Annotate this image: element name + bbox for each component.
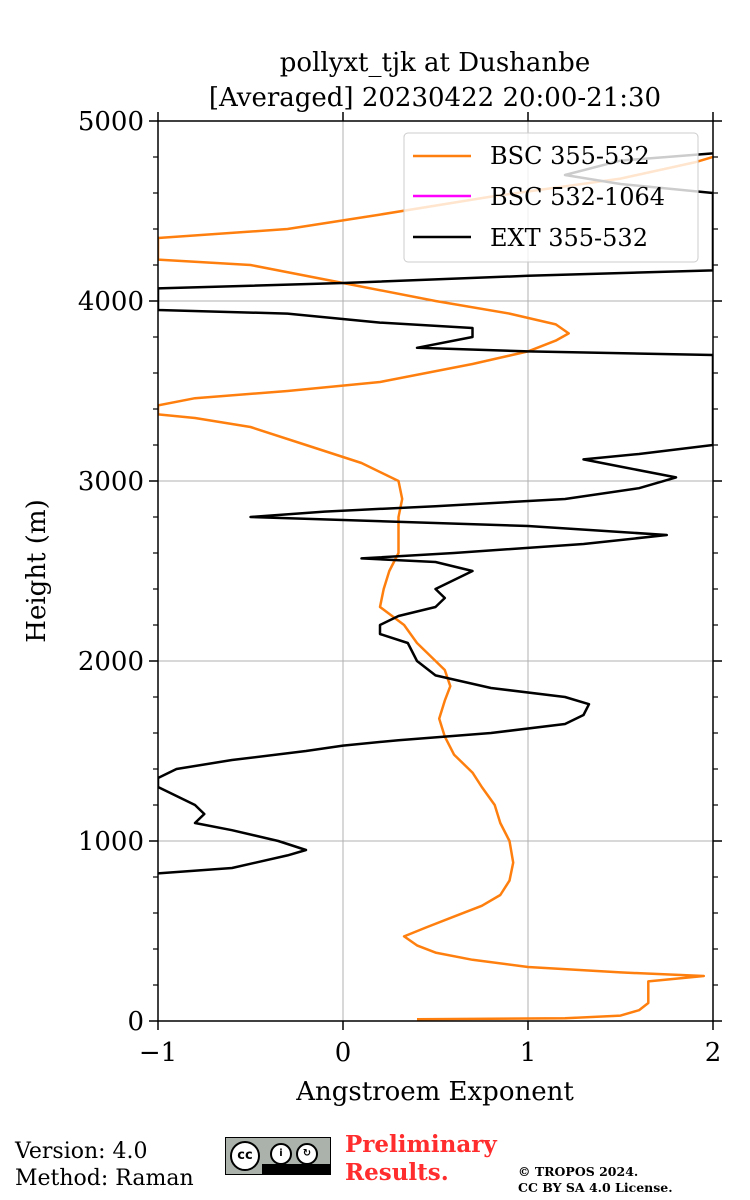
y-tick-label: 0 — [127, 1007, 144, 1037]
version-text: Version: 4.0 — [15, 1139, 148, 1164]
copyright-line2: CC BY SA 4.0 License. — [518, 1180, 673, 1195]
x-tick-label: 2 — [705, 1038, 722, 1068]
x-axis-label: Angstroem Exponent — [295, 1077, 574, 1107]
axis-ticks — [149, 112, 722, 1030]
preliminary-line1: Preliminary — [345, 1131, 497, 1158]
chart-title-line1: pollyxt_tjk at Dushanbe — [280, 48, 590, 78]
series-lines — [158, 152, 713, 1021]
footer-info: Version: 4.0 Method: Raman — [15, 1138, 194, 1192]
legend-label-ext-355-532: EXT 355-532 — [490, 224, 648, 252]
y-tick-label: 1000 — [78, 827, 144, 857]
y-tick-label: 2000 — [78, 647, 144, 677]
method-text: Method: Raman — [15, 1166, 194, 1191]
chart: pollyxt_tjk at Dushanbe [Averaged] 20230… — [22, 48, 722, 1107]
plot-frame — [157, 120, 714, 1022]
series-line-ext-355-532 — [158, 152, 713, 875]
chart-title-line2: [Averaged] 20230422 20:00-21:30 — [209, 83, 661, 113]
cc-badge-bar — [262, 1164, 330, 1174]
legend-box — [403, 132, 699, 263]
y-tick-label: 5000 — [78, 107, 144, 137]
cc-sa-icon: ↻ — [296, 1143, 318, 1165]
y-tick-label: 3000 — [78, 467, 144, 497]
copyright-notice: © TROPOS 2024. CC BY SA 4.0 License. — [518, 1164, 673, 1196]
y-tick-label: 4000 — [78, 287, 144, 317]
legend-label-bsc-355-532: BSC 355-532 — [490, 142, 650, 170]
x-tick-label: 0 — [335, 1038, 352, 1068]
cc-license-icon: cc i ↻ — [225, 1137, 331, 1175]
copyright-line1: © TROPOS 2024. — [518, 1164, 639, 1179]
legend-label-bsc-532-1064: BSC 532-1064 — [490, 183, 665, 211]
y-axis-label: Height (m) — [22, 499, 52, 642]
x-tick-label: 1 — [520, 1038, 537, 1068]
preliminary-line2: Results. — [345, 1159, 449, 1186]
x-tick-label: −1 — [139, 1038, 177, 1068]
legend: BSC 355-532 BSC 532-1064 EXT 355-532 — [403, 132, 699, 263]
cc-by-icon: i — [270, 1143, 292, 1165]
cc-logo-icon: cc — [230, 1141, 260, 1171]
series-line-bsc-355-532 — [158, 155, 713, 1021]
preliminary-notice: Preliminary Results. — [345, 1131, 497, 1187]
